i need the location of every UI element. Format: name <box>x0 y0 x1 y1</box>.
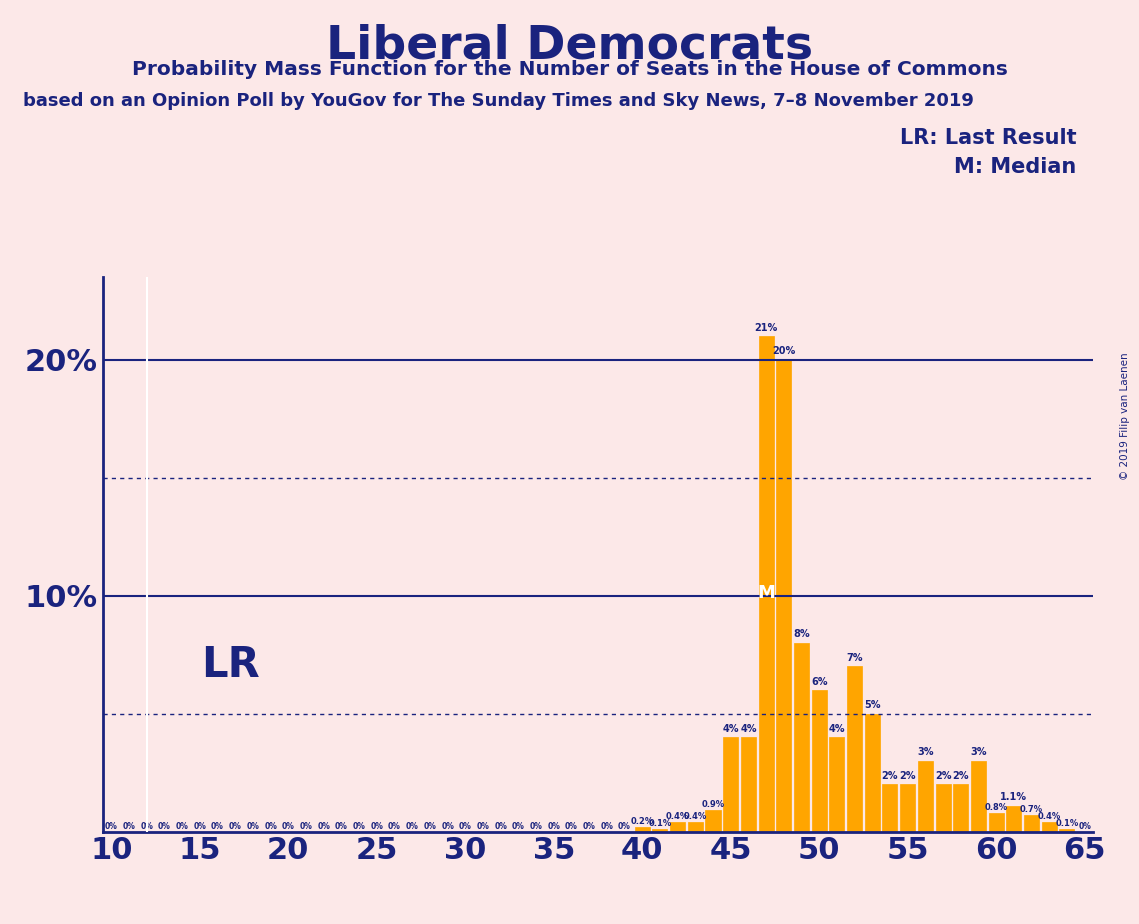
Text: 0%: 0% <box>140 822 153 831</box>
Text: 0%: 0% <box>476 822 490 831</box>
Text: 0%: 0% <box>175 822 189 831</box>
Text: based on an Opinion Poll by YouGov for The Sunday Times and Sky News, 7–8 Novemb: based on an Opinion Poll by YouGov for T… <box>23 92 974 110</box>
Text: 0.1%: 0.1% <box>1055 819 1079 828</box>
Text: 0.8%: 0.8% <box>984 803 1008 811</box>
Text: 4%: 4% <box>828 723 845 734</box>
Text: 7%: 7% <box>846 653 863 663</box>
Text: 0.4%: 0.4% <box>683 812 707 821</box>
Text: 0%: 0% <box>388 822 401 831</box>
Text: © 2019 Filip van Laenen: © 2019 Filip van Laenen <box>1121 352 1130 480</box>
Text: 0%: 0% <box>105 822 117 831</box>
Text: 0%: 0% <box>370 822 383 831</box>
Text: M: Median: M: Median <box>954 157 1076 177</box>
Bar <box>794 643 809 832</box>
Bar <box>634 827 649 832</box>
Text: Liberal Democrats: Liberal Democrats <box>326 23 813 68</box>
Text: 0%: 0% <box>335 822 347 831</box>
Bar <box>740 737 756 832</box>
Text: 0%: 0% <box>618 822 631 831</box>
Bar <box>900 784 915 832</box>
Text: 0%: 0% <box>246 822 260 831</box>
Text: 0.9%: 0.9% <box>702 800 724 809</box>
Text: M: M <box>757 584 775 602</box>
Bar <box>865 713 879 832</box>
Text: 0%: 0% <box>281 822 295 831</box>
Text: 0%: 0% <box>229 822 241 831</box>
Text: 0%: 0% <box>318 822 330 831</box>
Text: 1.1%: 1.1% <box>1000 792 1027 802</box>
Bar <box>812 690 827 832</box>
Text: 0%: 0% <box>583 822 596 831</box>
Bar <box>953 784 968 832</box>
Bar <box>989 813 1003 832</box>
Bar <box>1024 815 1039 832</box>
Text: 2%: 2% <box>935 771 951 781</box>
Bar <box>670 822 686 832</box>
Text: 0%: 0% <box>565 822 577 831</box>
Text: 0%: 0% <box>530 822 542 831</box>
Bar <box>1059 829 1074 832</box>
Text: 0%: 0% <box>123 822 136 831</box>
Bar <box>777 359 792 832</box>
Text: 8%: 8% <box>793 629 810 639</box>
Text: 3%: 3% <box>917 748 934 758</box>
Text: Probability Mass Function for the Number of Seats in the House of Commons: Probability Mass Function for the Number… <box>132 60 1007 79</box>
Bar <box>883 784 898 832</box>
Text: 0%: 0% <box>158 822 171 831</box>
Text: 4%: 4% <box>722 723 739 734</box>
Text: LR: Last Result: LR: Last Result <box>900 128 1076 148</box>
Bar <box>847 666 862 832</box>
Bar <box>918 760 933 832</box>
Bar <box>705 810 721 832</box>
Text: 0.4%: 0.4% <box>666 812 689 821</box>
Text: 0%: 0% <box>600 822 613 831</box>
Text: 3%: 3% <box>970 748 986 758</box>
Text: 0%: 0% <box>264 822 277 831</box>
Bar <box>970 760 986 832</box>
Bar <box>935 784 951 832</box>
Text: 2%: 2% <box>952 771 969 781</box>
Text: 0.4%: 0.4% <box>1038 812 1060 821</box>
Text: 21%: 21% <box>754 322 778 333</box>
Bar <box>653 829 667 832</box>
Text: 0%: 0% <box>441 822 454 831</box>
Text: 0.7%: 0.7% <box>1019 805 1043 814</box>
Text: 0%: 0% <box>494 822 507 831</box>
Text: 0%: 0% <box>1079 822 1091 831</box>
Text: 2%: 2% <box>882 771 899 781</box>
Text: 5%: 5% <box>865 700 880 711</box>
Bar <box>1042 822 1057 832</box>
Text: 4%: 4% <box>740 723 756 734</box>
Text: 0%: 0% <box>511 822 525 831</box>
Text: 0%: 0% <box>194 822 206 831</box>
Text: 0%: 0% <box>405 822 419 831</box>
Text: 0%: 0% <box>211 822 224 831</box>
Bar <box>1006 806 1022 832</box>
Text: 0%: 0% <box>353 822 366 831</box>
Text: 0%: 0% <box>300 822 312 831</box>
Text: 2%: 2% <box>900 771 916 781</box>
Text: 0.2%: 0.2% <box>631 817 654 826</box>
Text: 20%: 20% <box>772 346 795 357</box>
Text: 0.1%: 0.1% <box>648 819 672 828</box>
Bar <box>723 737 738 832</box>
Bar <box>688 822 703 832</box>
Text: 0%: 0% <box>548 822 560 831</box>
Text: 0%: 0% <box>424 822 436 831</box>
Bar <box>759 336 773 832</box>
Bar <box>829 737 844 832</box>
Text: LR: LR <box>202 644 261 687</box>
Text: 6%: 6% <box>811 676 827 687</box>
Text: 0%: 0% <box>459 822 472 831</box>
